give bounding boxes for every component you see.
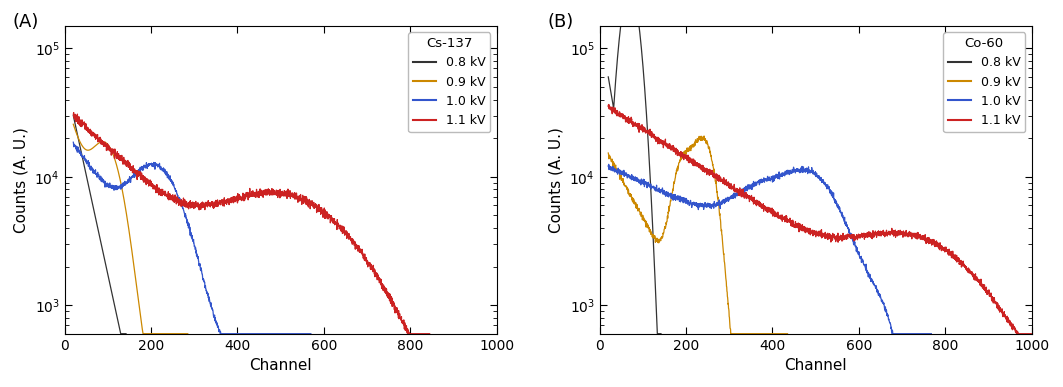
0.9 kV [134, 315, 147, 320]
1.0 kV [825, 188, 838, 193]
1.1 kV [240, 193, 253, 197]
1.1 kV [1011, 331, 1024, 336]
1.1 kV [611, 108, 624, 113]
1.1 kV [85, 130, 98, 135]
1.1 kV [423, 331, 436, 336]
1.0 kV [905, 331, 917, 336]
1.0 kV [107, 187, 120, 191]
0.9 kV [781, 331, 794, 336]
1.1 kV [414, 331, 426, 336]
1.0 kV [748, 184, 761, 188]
Line: 1.0 kV: 1.0 kV [73, 142, 310, 334]
Y-axis label: Counts (A. U.): Counts (A. U.) [14, 127, 29, 233]
1.1 kV [231, 195, 243, 199]
0.8 kV [615, 11, 628, 16]
0.8 kV [67, 114, 80, 119]
0.8 kV [634, 28, 646, 33]
1.1 kV [983, 291, 996, 296]
1.0 kV [191, 254, 204, 259]
0.9 kV [613, 170, 626, 175]
1.1 kV [602, 104, 614, 109]
0.9 kV [739, 331, 752, 336]
1.1 kV [950, 253, 963, 258]
0.8 kV [99, 262, 112, 267]
0.8 kV [655, 331, 668, 336]
0.9 kV [602, 151, 614, 155]
0.8 kV [602, 75, 614, 79]
0.8 kV [651, 331, 663, 336]
Line: 1.0 kV: 1.0 kV [608, 164, 931, 334]
0.8 kV [67, 113, 80, 118]
0.9 kV [757, 331, 770, 336]
0.8 kV [98, 257, 111, 262]
1.1 kV [603, 102, 615, 107]
Line: 0.9 kV: 0.9 kV [73, 124, 188, 334]
0.8 kV [120, 331, 133, 336]
Line: 0.8 kV: 0.8 kV [73, 116, 126, 334]
Text: (A): (A) [13, 14, 39, 31]
1.0 kV [603, 162, 615, 167]
0.9 kV [144, 331, 156, 336]
1.0 kV [925, 331, 938, 336]
1.1 kV [67, 110, 80, 115]
0.8 kV [654, 331, 667, 336]
1.1 kV [67, 112, 80, 116]
Text: (B): (B) [547, 14, 574, 31]
1.1 kV [1029, 331, 1042, 336]
1.1 kV [767, 209, 780, 214]
Legend: 0.8 kV, 0.9 kV, 1.0 kV, 1.1 kV: 0.8 kV, 0.9 kV, 1.0 kV, 1.1 kV [943, 32, 1026, 132]
0.9 kV [706, 163, 719, 167]
0.9 kV [724, 331, 737, 336]
1.1 kV [967, 277, 980, 282]
1.0 kV [767, 178, 780, 183]
0.9 kV [137, 331, 150, 336]
1.0 kV [602, 164, 614, 168]
0.8 kV [112, 318, 124, 323]
1.0 kV [197, 277, 209, 281]
0.9 kV [67, 122, 80, 127]
1.0 kV [660, 189, 673, 194]
0.8 kV [630, 5, 643, 10]
1.0 kV [608, 166, 621, 171]
Legend: 0.8 kV, 0.9 kV, 1.0 kV, 1.1 kV: 0.8 kV, 0.9 kV, 1.0 kV, 1.1 kV [408, 32, 490, 132]
0.8 kV [115, 331, 128, 336]
0.8 kV [98, 258, 111, 262]
1.0 kV [214, 331, 226, 336]
1.1 kV [348, 241, 360, 245]
Y-axis label: Counts (A. U.): Counts (A. U.) [549, 127, 563, 233]
1.1 kV [414, 331, 426, 336]
Line: 0.9 kV: 0.9 kV [608, 136, 788, 334]
1.0 kV [99, 185, 112, 189]
1.0 kV [67, 140, 80, 144]
0.9 kV [153, 331, 166, 336]
0.9 kV [97, 139, 109, 144]
0.8 kV [115, 331, 128, 336]
1.0 kV [147, 164, 159, 169]
1.0 kV [170, 188, 183, 193]
1.1 kV [401, 331, 414, 336]
0.9 kV [182, 331, 195, 336]
0.9 kV [697, 134, 710, 138]
0.9 kV [87, 145, 100, 150]
X-axis label: Channel: Channel [784, 358, 847, 373]
0.9 kV [716, 241, 729, 246]
1.0 kV [304, 331, 317, 336]
Line: 0.8 kV: 0.8 kV [608, 0, 661, 334]
0.9 kV [711, 193, 724, 197]
X-axis label: Channel: Channel [250, 358, 311, 373]
1.1 kV [841, 236, 854, 241]
Line: 1.1 kV: 1.1 kV [73, 113, 429, 334]
0.8 kV [653, 331, 665, 336]
1.0 kV [885, 331, 898, 336]
0.9 kV [119, 203, 132, 208]
Line: 1.1 kV: 1.1 kV [608, 104, 1035, 334]
